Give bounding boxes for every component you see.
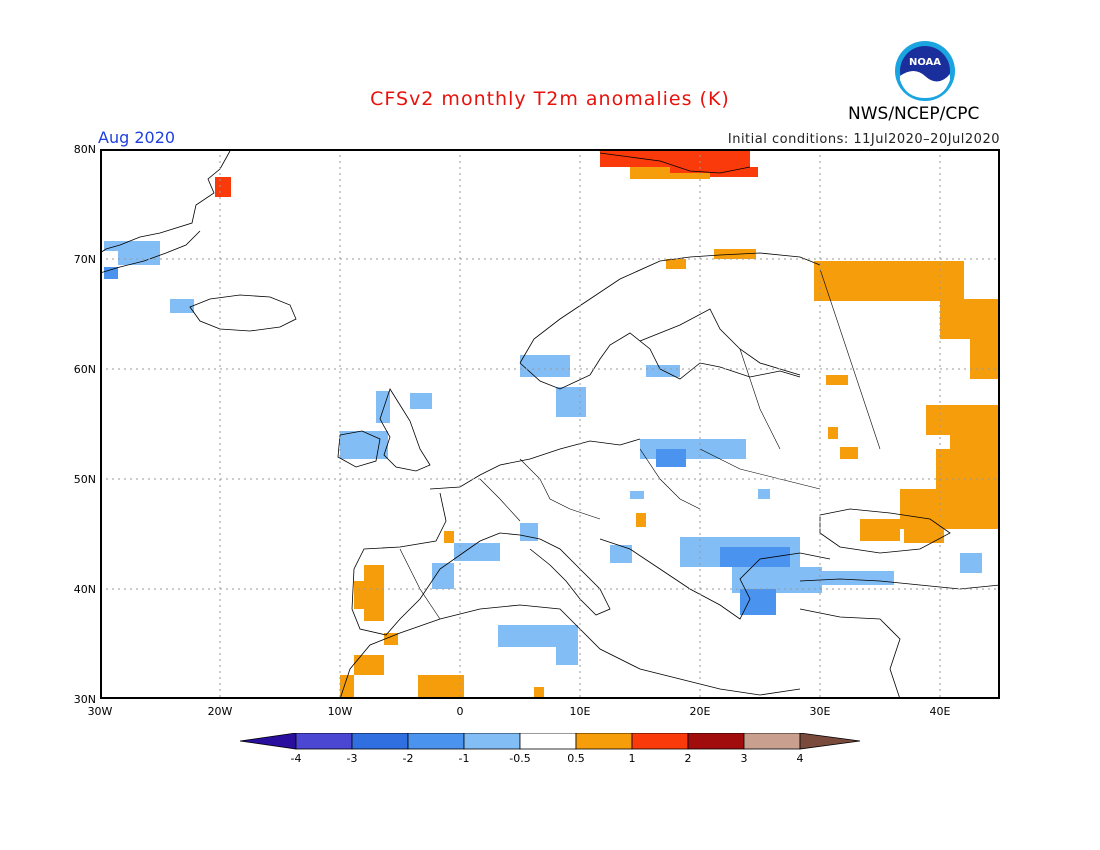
colorbar-label: -3 [346, 752, 358, 765]
lat-label-80n: 80N [73, 143, 96, 156]
lon-label-10w: 10W [327, 705, 353, 718]
lat-label-30n: 30N [73, 693, 96, 706]
map-title: CFSv2 monthly T2m anomalies (K) [370, 88, 730, 110]
colorbar-label: 4 [796, 752, 804, 765]
anomaly-region-poland-cool [630, 439, 770, 499]
coastlines [100, 150, 1000, 699]
lat-label-70n: 70N [73, 253, 96, 266]
colorbar-label: -4 [290, 752, 302, 765]
map-frame [100, 149, 1000, 699]
lon-label-20e: 20E [689, 705, 711, 718]
noaa-logo-icon: NOAA [895, 41, 955, 101]
colorbar-label: 3 [740, 752, 748, 765]
lon-label-30e: 30E [809, 705, 831, 718]
anomaly-region-greenland-east-cool [104, 241, 194, 313]
lon-label-20w: 20W [207, 705, 233, 718]
lon-label-10e: 10E [569, 705, 591, 718]
anomaly-region-svalbard-warm [215, 151, 758, 197]
colorbar-arrow-right [799, 733, 861, 750]
colorbar-label: -1 [458, 752, 470, 765]
svg-text:NOAA: NOAA [909, 57, 941, 68]
anomaly-region-iberia-warm [340, 513, 646, 699]
lon-label-30w: 30W [87, 705, 113, 718]
lon-label-0: 0 [456, 705, 464, 718]
anomaly-map [100, 149, 1000, 699]
colorbar-label: 0.5 [567, 752, 585, 765]
lat-label-60n: 60N [73, 363, 96, 376]
graticule [100, 149, 1000, 699]
colorbar-label: 2 [684, 752, 692, 765]
colorbar [240, 733, 861, 750]
forecast-month: Aug 2020 [98, 128, 176, 147]
colorbar-label: 1 [628, 752, 636, 765]
agency-label: NWS/NCEP/CPC [848, 104, 980, 124]
initial-conditions: Initial conditions: 11Jul2020–20Jul2020 [727, 132, 1000, 147]
lat-label-50n: 50N [73, 473, 96, 486]
lon-label-40e: 40E [929, 705, 951, 718]
colorbar-label: -0.5 [509, 752, 531, 765]
colorbar-label: -2 [402, 752, 414, 765]
lat-label-40n: 40N [73, 583, 96, 596]
anomaly-region-russia-warm [814, 261, 1000, 543]
colorbar-arrow-left [240, 733, 297, 750]
